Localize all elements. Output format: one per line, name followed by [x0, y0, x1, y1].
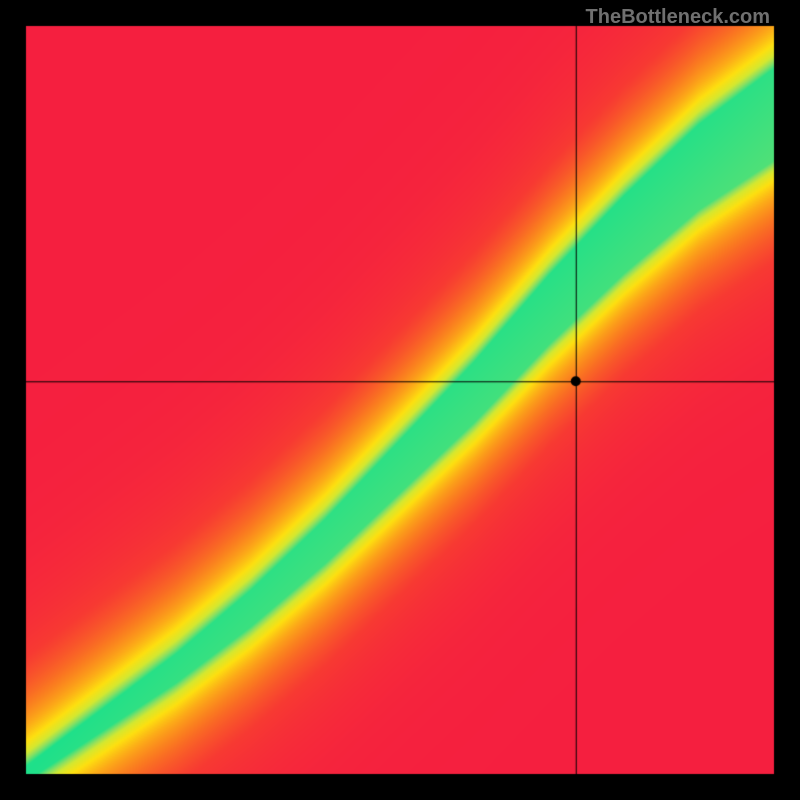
chart-container: TheBottleneck.com: [0, 0, 800, 800]
watermark-text: TheBottleneck.com: [586, 6, 770, 29]
bottleneck-heatmap: [0, 0, 800, 800]
